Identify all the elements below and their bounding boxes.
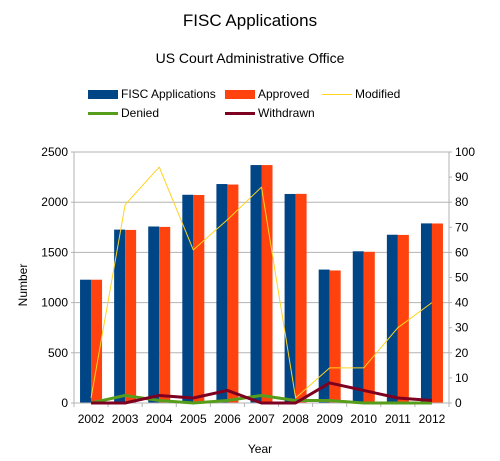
legend-swatch-denied bbox=[88, 111, 118, 115]
x-tick-label: 2004 bbox=[146, 412, 173, 426]
legend-item-withdrawn: Withdrawn bbox=[225, 106, 315, 120]
legend-item-approved: Approved bbox=[225, 87, 309, 101]
y2-tick-label: 70 bbox=[455, 220, 469, 234]
y-tick-label: 2500 bbox=[41, 145, 68, 159]
x-tick-label: 2011 bbox=[385, 412, 411, 426]
y2-tick-label: 80 bbox=[455, 195, 469, 209]
x-axis-label: Year bbox=[247, 442, 273, 456]
bar bbox=[352, 251, 364, 403]
legend-label-withdrawn: Withdrawn bbox=[258, 106, 315, 120]
y2-tick-label: 90 bbox=[455, 170, 469, 184]
x-tick-label: 2005 bbox=[180, 412, 207, 426]
legend-item-denied: Denied bbox=[88, 106, 159, 120]
y-tick-label: 1000 bbox=[41, 296, 68, 310]
legend-item-fisc-applications: FISC Applications bbox=[88, 87, 216, 101]
y2-tick-label: 50 bbox=[455, 271, 469, 285]
legend-item-modified: Modified bbox=[322, 87, 400, 101]
legend-label-modified: Modified bbox=[355, 87, 401, 101]
bar bbox=[91, 279, 103, 403]
bar bbox=[148, 226, 160, 403]
x-tick-label: 2006 bbox=[214, 412, 241, 426]
bar bbox=[386, 234, 398, 403]
y-tick-label: 500 bbox=[48, 346, 68, 360]
y2-tick-label: 60 bbox=[455, 245, 469, 259]
bar bbox=[295, 193, 307, 403]
bar bbox=[318, 269, 330, 403]
y2-tick-label: 20 bbox=[455, 346, 469, 360]
bar bbox=[80, 279, 92, 403]
bar bbox=[284, 193, 296, 403]
legend: FISC Applications Approved Modified Deni… bbox=[0, 0, 500, 130]
bar bbox=[227, 184, 239, 403]
y2-tick-label: 100 bbox=[455, 145, 475, 159]
legend-label-fisc-applications: FISC Applications bbox=[121, 87, 216, 101]
x-tick-label: 2010 bbox=[350, 412, 377, 426]
bar bbox=[216, 184, 228, 403]
legend-label-approved: Approved bbox=[258, 87, 310, 101]
bar bbox=[114, 229, 126, 403]
y-axis-label: Number bbox=[16, 263, 30, 307]
x-tick-label: 2007 bbox=[248, 412, 275, 426]
legend-swatch-withdrawn bbox=[225, 111, 255, 115]
y2-tick-label: 30 bbox=[455, 321, 469, 335]
bar bbox=[363, 251, 375, 403]
bar bbox=[159, 226, 171, 403]
x-tick-label: 2002 bbox=[78, 412, 105, 426]
y-tick-label: 1500 bbox=[41, 245, 68, 259]
bar bbox=[261, 165, 273, 403]
y2-tick-label: 40 bbox=[455, 296, 469, 310]
chart-title: FISC Applications bbox=[182, 11, 318, 30]
bar bbox=[193, 194, 205, 403]
x-tick-label: 2008 bbox=[282, 412, 309, 426]
legend-swatch-approved bbox=[225, 89, 255, 99]
line-series-modified bbox=[90, 166, 433, 399]
chart-subtitle: US Court Administrative Office bbox=[155, 50, 345, 66]
legend-swatch-fisc-applications bbox=[88, 89, 118, 99]
bar bbox=[182, 194, 194, 403]
line-series-withdrawn bbox=[91, 381, 433, 405]
x-tick-label: 2009 bbox=[316, 412, 343, 426]
x-tick-label: 2003 bbox=[112, 412, 139, 426]
bar bbox=[329, 270, 341, 403]
bar bbox=[431, 223, 443, 403]
bar bbox=[250, 165, 262, 403]
bar bbox=[420, 223, 432, 403]
y-tick-label: 0 bbox=[61, 396, 68, 410]
y2-tick-label: 0 bbox=[455, 396, 462, 410]
bar bbox=[125, 229, 137, 403]
x-tick-label: 2012 bbox=[419, 412, 446, 426]
legend-swatch-modified bbox=[322, 93, 352, 95]
y2-tick-label: 10 bbox=[455, 371, 469, 385]
y-tick-label: 2000 bbox=[41, 195, 68, 209]
legend-label-denied: Denied bbox=[121, 106, 160, 120]
bar bbox=[397, 234, 409, 403]
